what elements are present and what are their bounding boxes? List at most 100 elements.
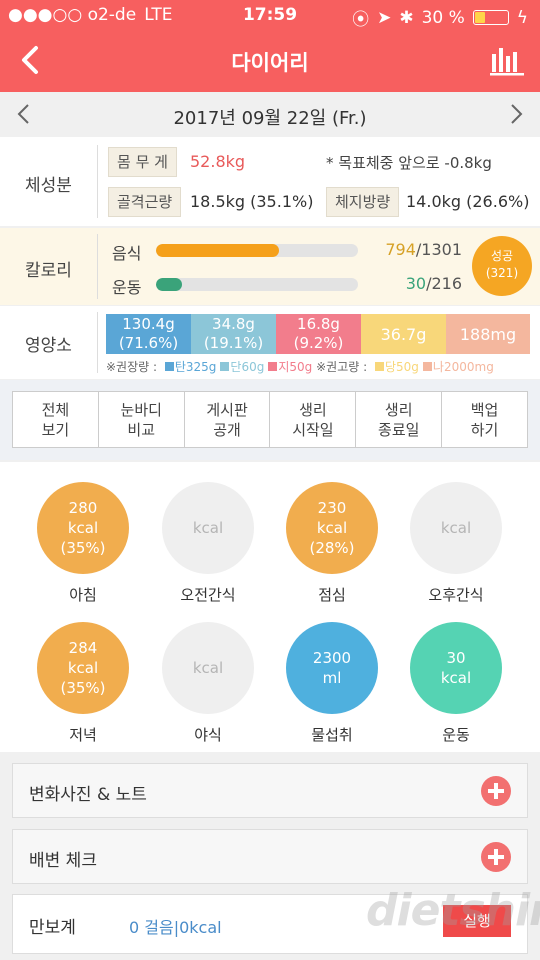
carbs-amount: 130.4g <box>122 315 175 333</box>
legend-sugar: 당50g <box>384 360 419 374</box>
period-end-button[interactable]: 생리 종료일 <box>356 392 443 447</box>
plus-icon[interactable] <box>481 842 511 872</box>
plus-icon[interactable] <box>481 776 511 806</box>
meal-lunch[interactable]: 230 kcal (28%) 점심 <box>270 482 394 605</box>
body-compare-button[interactable]: 눈바디 비교 <box>99 392 185 447</box>
status-time: 17:59 <box>242 5 298 25</box>
legend-fat: 지50g <box>278 360 313 374</box>
period-start-button[interactable]: 생리 시작일 <box>270 392 357 447</box>
legend-swatch <box>268 362 278 371</box>
success-label: 성공 <box>490 249 514 263</box>
meal-kcal-value: 284 <box>68 639 98 657</box>
meal-label: 운동 <box>442 726 470 744</box>
meal-circle[interactable]: kcal <box>410 482 502 574</box>
meal-circle[interactable]: 280 kcal (35%) <box>37 482 129 574</box>
body-composition-label: 체성분 <box>25 176 72 196</box>
pedometer-value: 0 걸음|0kcal <box>129 918 222 937</box>
nutrition-protein: 34.8g (19.1%) <box>191 314 276 354</box>
legend-prefix2: ※권고량 : <box>316 360 371 374</box>
bowel-check-row[interactable]: 배변 체크 <box>12 829 528 884</box>
divider <box>97 234 98 299</box>
carbs-percent: (71.6%) <box>118 334 179 352</box>
meal-circle[interactable]: 30 kcal <box>410 622 502 714</box>
pedometer-title: 만보계 <box>29 918 76 938</box>
board-publish-button[interactable]: 게시판 공개 <box>185 392 271 447</box>
meal-percent: (35%) <box>60 539 106 557</box>
meal-breakfast[interactable]: 280 kcal (35%) 아침 <box>21 482 145 605</box>
nutrition-legend: ※권장량 : 탄325g 단60g 지50g ※권고량 : 당50g 나2000mg <box>106 358 494 375</box>
location-icon: ➤ <box>377 7 392 28</box>
meal-label: 물섭취 <box>311 726 353 744</box>
water-intake[interactable]: 2300 ml 물섭취 <box>270 622 394 745</box>
meal-percent: (28%) <box>309 539 355 557</box>
exercise-progress-bar <box>156 278 358 291</box>
sodium-amount: 188mg <box>459 324 517 344</box>
meal-unit: kcal <box>67 659 99 677</box>
calorie-section[interactable]: 칼로리 음식 794/1301 운동 30/216 <box>0 228 540 305</box>
fat-value: 14.0kg (26.6%) <box>406 192 530 211</box>
page-title: 다이어리 <box>231 51 309 75</box>
bar-chart-icon[interactable] <box>490 44 524 76</box>
body-composition-section[interactable]: 체성분 몸 무 게 52.8kg * 목표체중 앞으로 -0.8kg 골격근량 … <box>0 137 540 226</box>
meal-unit: kcal <box>67 519 99 537</box>
meal-label: 점심 <box>318 586 346 604</box>
muscle-tag: 골격근량 <box>108 187 182 217</box>
legend-carbs: 탄325g <box>174 360 217 374</box>
legend-swatch <box>164 362 174 371</box>
legend-swatch <box>374 362 384 371</box>
fat-percent: (9.2%) <box>293 334 344 352</box>
meal-late-snack[interactable]: kcal 야식 <box>146 622 270 745</box>
exercise-entry[interactable]: 30 kcal 운동 <box>394 622 518 745</box>
view-all-button[interactable]: 전체 보기 <box>13 392 99 447</box>
meal-kcal-value: 230 <box>317 499 347 517</box>
meal-circle[interactable]: 284 kcal (35%) <box>37 622 129 714</box>
btn-line2: 종료일 <box>378 420 420 439</box>
water-unit: ml <box>322 669 342 687</box>
btn-line2: 공개 <box>213 420 241 439</box>
meal-circle[interactable]: kcal <box>162 622 254 714</box>
weight-tag: 몸 무 게 <box>108 147 177 177</box>
chevron-right-icon[interactable] <box>506 102 526 126</box>
food-progress-bar <box>156 244 358 257</box>
meal-circle[interactable]: 230 kcal (28%) <box>286 482 378 574</box>
bluetooth-icon: ✱ <box>399 7 414 28</box>
nutrition-label: 영양소 <box>25 336 72 356</box>
meal-unit: kcal <box>440 669 472 687</box>
legend-protein: 단60g <box>230 360 265 374</box>
photo-note-row[interactable]: 변화사진 & 노트 <box>12 763 528 818</box>
nav-bar: 다이어리 <box>0 30 540 92</box>
meal-circle[interactable]: kcal <box>162 482 254 574</box>
protein-percent: (19.1%) <box>203 334 264 352</box>
meal-morning-snack[interactable]: kcal 오전간식 <box>146 482 270 605</box>
legend-swatch <box>220 362 230 371</box>
food-label: 음식 <box>112 244 142 263</box>
date-row: 2017년 09월 22일 (Fr.) <box>0 92 540 136</box>
btn-line2: 보기 <box>41 420 70 439</box>
meal-circle[interactable]: 2300 ml <box>286 622 378 714</box>
backup-button[interactable]: 백업 하기 <box>442 392 527 447</box>
chevron-left-icon[interactable] <box>14 42 50 78</box>
food-calories: 794/1301 <box>385 240 462 259</box>
sugar-amount: 36.7g <box>380 324 427 344</box>
exercise-progress-fill <box>156 278 183 291</box>
chevron-left-icon[interactable] <box>14 102 34 126</box>
btn-line1: 생리 <box>384 400 413 419</box>
meal-label: 야식 <box>194 726 222 744</box>
charging-icon: ϟ <box>516 7 528 28</box>
meal-unit: kcal <box>316 519 348 537</box>
network-text: LTE <box>144 5 173 25</box>
meal-unit: kcal <box>440 519 472 537</box>
meal-dinner[interactable]: 284 kcal (35%) 저녁 <box>21 622 145 745</box>
btn-line1: 백업 <box>470 400 499 419</box>
run-button[interactable]: 실행 <box>443 905 511 937</box>
legend-swatch <box>422 362 432 371</box>
meal-kcal-value: 280 <box>68 499 98 517</box>
exercise-kcal-value: 30 <box>446 649 466 667</box>
goal-text: * 목표체중 앞으로 -0.8kg <box>326 154 492 172</box>
meal-afternoon-snack[interactable]: kcal 오후간식 <box>394 482 518 605</box>
success-value: (321) <box>485 266 519 280</box>
nutrition-fat: 16.8g (9.2%) <box>276 314 361 354</box>
meal-percent: (35%) <box>60 679 106 697</box>
exercise-total: /216 <box>426 274 462 293</box>
